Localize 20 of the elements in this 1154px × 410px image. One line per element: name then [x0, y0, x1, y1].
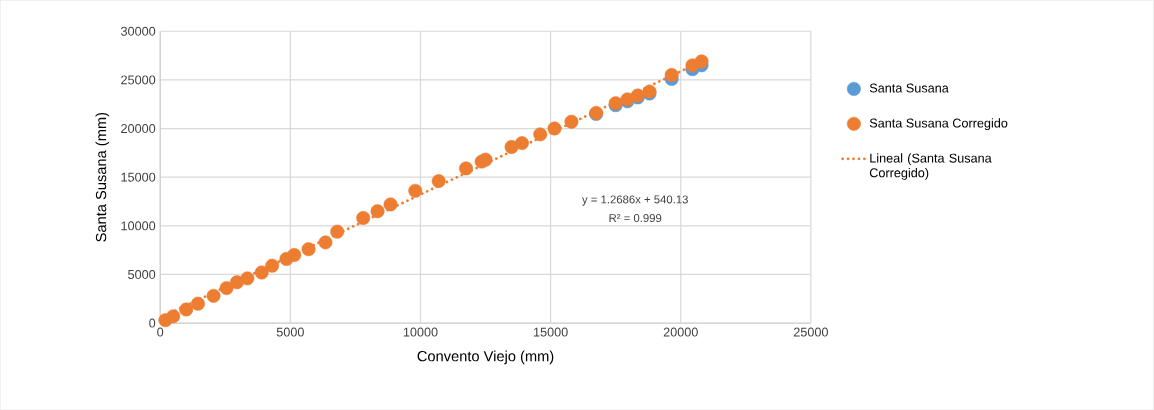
x-tick-label: 0 [157, 327, 164, 337]
x-axis-title: Convento Viejo (mm) [417, 350, 554, 365]
x-tick-label: 5000 [276, 327, 304, 337]
annotation: y = 1.2686x + 540.13 [582, 195, 688, 206]
x-tick-label: 20000 [663, 327, 698, 337]
y-axis-title: Santa Susana (mm) [95, 112, 110, 242]
x-tick-label: 15000 [533, 327, 568, 337]
annotation: R² = 0.999 [609, 213, 662, 222]
y-tick-label: 10000 [121, 221, 156, 231]
x-tick-label: 10000 [403, 327, 438, 337]
legend-label: Lineal (Santa Susana Corregido) [869, 153, 992, 180]
y-tick-label: 0 [149, 318, 156, 328]
y-tick-label: 5000 [128, 269, 156, 279]
legend-label: Santa Susana [869, 83, 949, 93]
y-tick-label: 30000 [121, 26, 156, 36]
y-tick-label: 15000 [121, 172, 156, 182]
y-tick-label: 25000 [121, 75, 156, 85]
legend-label: Santa Susana Corregido [869, 118, 1008, 130]
y-tick-label: 20000 [121, 123, 156, 133]
x-tick-label: 25000 [793, 327, 828, 337]
